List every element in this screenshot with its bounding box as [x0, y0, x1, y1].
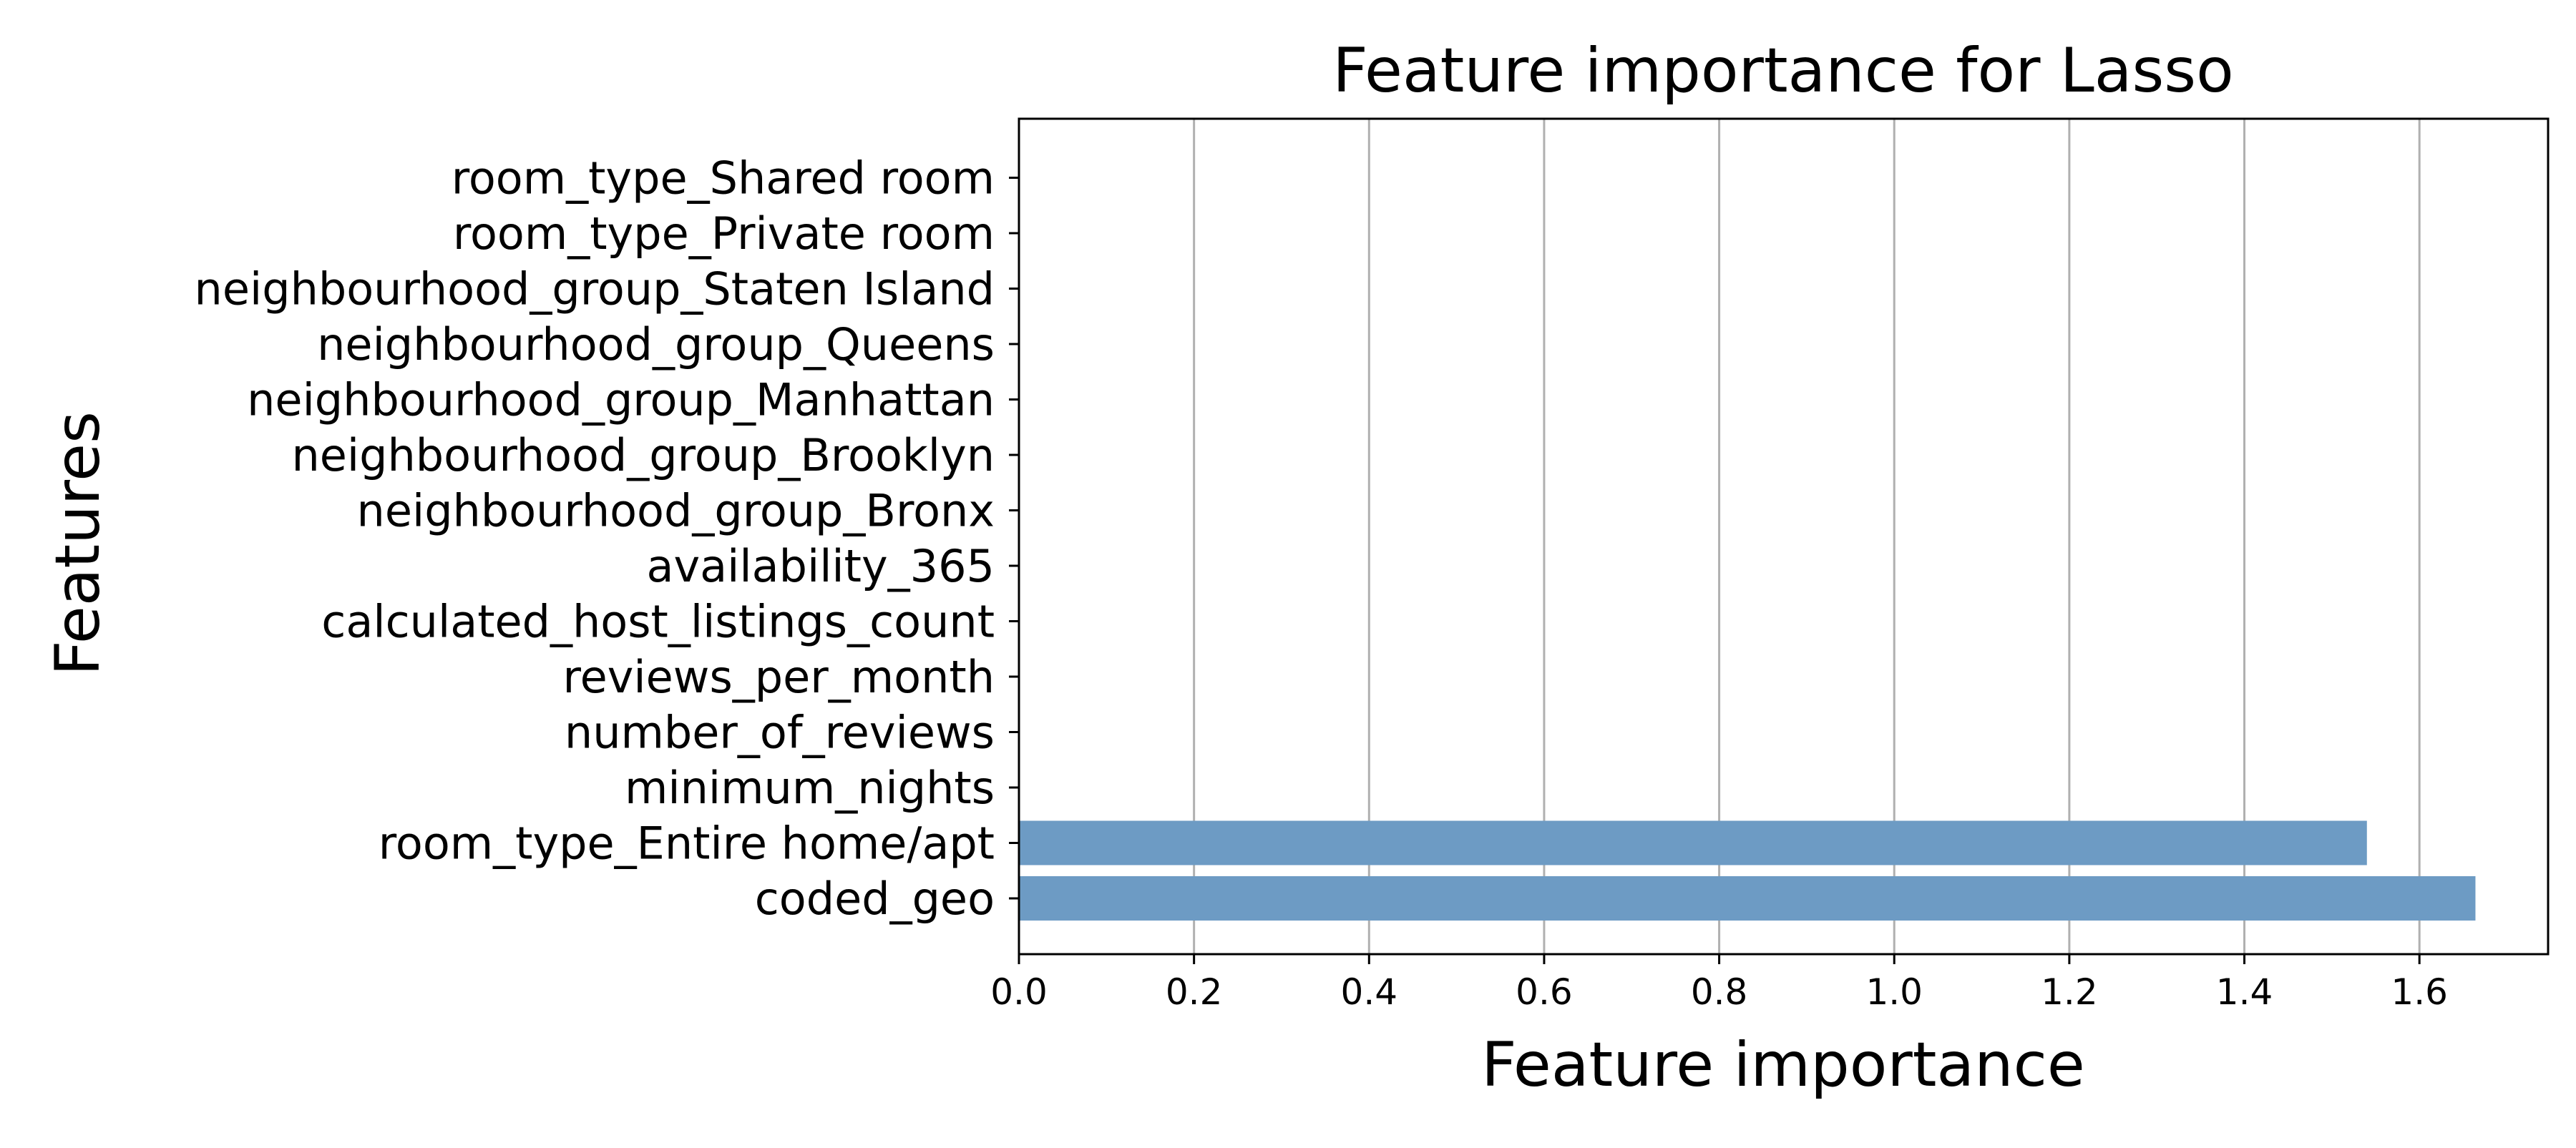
y-category-label: minimum_nights: [625, 762, 995, 814]
labels-layer: 0.0 0.2 0.4 0.6 0.8 1.0 1.2 1.4 1.6coded_georoom…: [195, 152, 2448, 1014]
y-category-label: availability_365: [647, 540, 995, 592]
y-category-label: neighbourhood_group_Manhattan: [247, 374, 995, 426]
y-category-label: room_type_Entire home/apt: [379, 818, 995, 870]
y-category-label: room_type_Private room: [453, 207, 995, 260]
x-tick-label: 0.2: [1166, 971, 1223, 1013]
plot-frame: [1018, 117, 2550, 956]
x-tick-label: 0.8: [1691, 971, 1748, 1013]
y-category-label: coded_geo: [755, 873, 995, 925]
y-axis-title: Features: [42, 411, 114, 676]
grid-layer: [1018, 119, 2421, 954]
x-tick-label: 1.4: [2216, 971, 2273, 1013]
x-tick-label: 0.4: [1341, 971, 1398, 1013]
chart-title: Feature importance for Lasso: [1332, 35, 2233, 107]
x-axis-title: Feature importance: [1481, 1029, 2085, 1101]
y-category-label: reviews_per_month: [562, 651, 995, 703]
x-tick-label: 1.6: [2391, 971, 2448, 1013]
x-tick-label: 1.0: [1865, 971, 1923, 1013]
y-category-label: neighbourhood_group_Staten Island: [195, 263, 995, 315]
x-tick-label: 1.2: [2041, 971, 2098, 1013]
x-tick-label: 0.0: [990, 971, 1048, 1013]
bar: [1019, 820, 2367, 865]
x-tick-label: 0.6: [1516, 971, 1573, 1013]
y-category-label: neighbourhood_group_Brooklyn: [291, 429, 995, 481]
bars-layer: [1019, 820, 2476, 921]
ticks-layer: [1009, 177, 2421, 964]
y-category-label: number_of_reviews: [565, 707, 995, 759]
y-category-label: room_type_Shared room: [452, 152, 995, 205]
y-category-label: neighbourhood_group_Bronx: [357, 485, 995, 537]
y-category-label: calculated_host_listings_count: [321, 596, 995, 648]
bar: [1019, 876, 2476, 921]
y-category-label: neighbourhood_group_Queens: [317, 318, 995, 371]
